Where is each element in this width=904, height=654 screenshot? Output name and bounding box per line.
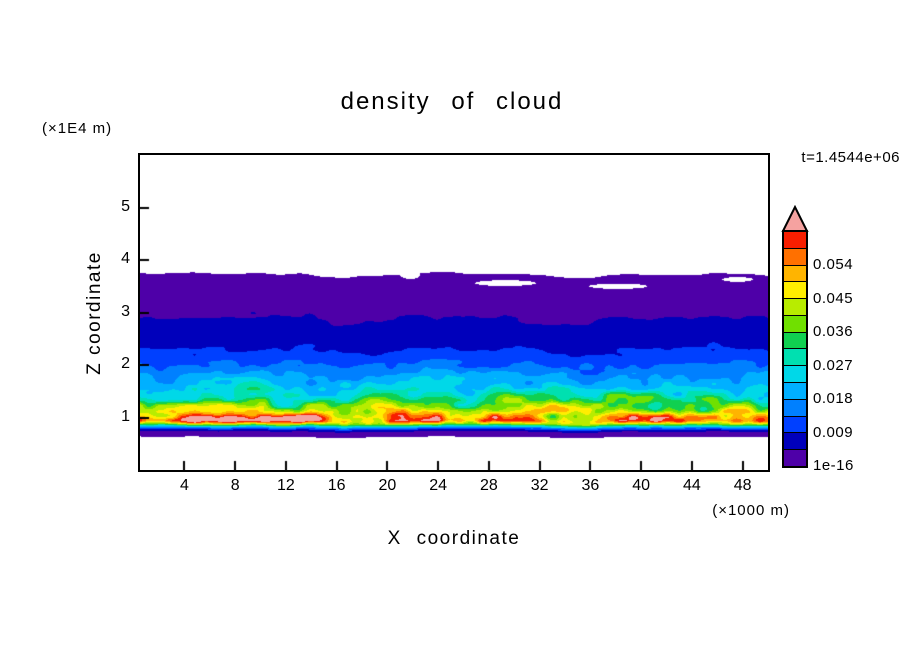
x-tick-label: 4 [179,477,189,494]
colorbar [782,230,808,468]
colorbar-tick-label: 0.009 [813,423,854,441]
colorbar-band [784,449,806,466]
colorbar-band [784,331,806,349]
colorbar-tick-label: 0.054 [813,256,854,274]
x-tick-label: 36 [581,477,600,494]
x-tick-label: 48 [733,477,752,494]
y-tick-label: 2 [121,355,130,372]
x-axis-unit: (×1000 m) [712,502,790,519]
colorbar-arrow-icon [781,205,809,232]
y-tick-label: 4 [121,250,130,267]
colorbar-band [784,432,806,450]
colorbar-band [784,264,806,282]
y-tick-label: 5 [121,197,130,215]
colorbar-band [784,348,806,366]
x-tick-label: 8 [230,477,240,494]
colorbar-band [784,382,806,399]
colorbar-tick-label: 0.018 [813,390,854,408]
x-tick-label: 16 [327,477,346,494]
x-tick-label: 44 [682,477,701,494]
heatmap-canvas [140,155,768,470]
x-tick-label: 28 [479,477,498,494]
colorbar-tick-label: 1e-16 [813,457,854,474]
y-axis-unit: (×1E4 m) [42,120,113,137]
y-tick-label: 1 [121,407,130,425]
timestamp: t=1.4544e+06 [801,149,900,166]
colorbar-band [784,365,806,383]
colorbar-band [784,298,806,315]
colorbar-band [784,398,806,416]
x-axis-label: X coordinate [387,528,521,549]
colorbar-band [784,232,806,248]
colorbar-tick-label: 0.027 [813,356,854,374]
x-tick-label: 12 [276,477,295,494]
x-tick-label: 20 [378,477,397,494]
colorbar-band [784,314,806,332]
x-tick-label: 40 [632,477,651,494]
plot-frame [138,153,770,472]
colorbar-band [784,281,806,299]
x-tick-label: 24 [429,477,448,494]
y-tick-label: 3 [121,302,130,320]
colorbar-band [784,415,806,433]
x-tick-label: 32 [530,477,549,494]
colorbar-tick-label: 0.036 [813,323,854,341]
colorbar-band [784,247,806,265]
colorbar-tick-label: 0.045 [813,289,854,307]
page-title: density of cloud [340,88,564,115]
